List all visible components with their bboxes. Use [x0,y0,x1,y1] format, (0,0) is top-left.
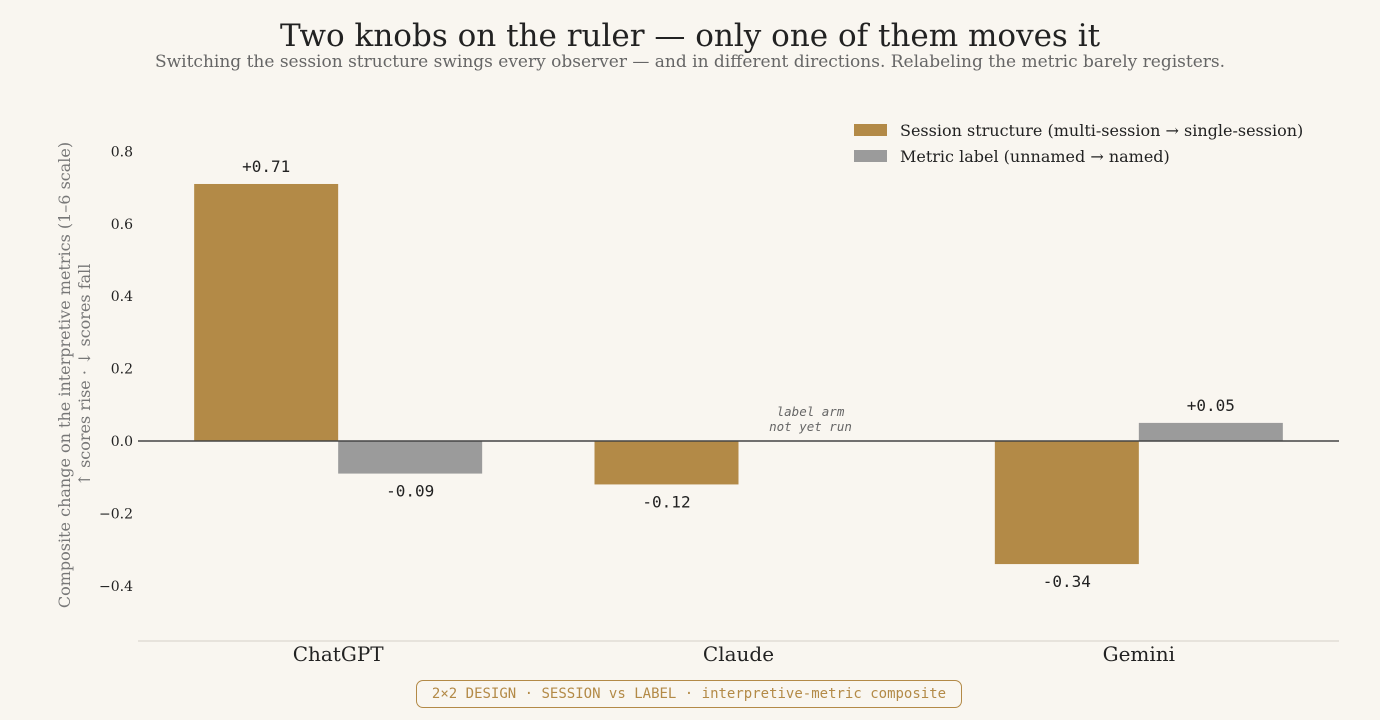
bar-chatgpt-session [194,183,339,442]
y-tick-label: 0.2 [111,362,133,378]
bar-gemini-label [1138,422,1283,441]
chart-title: Two knobs on the ruler — only one of the… [279,18,1101,54]
bar-chatgpt-label [338,441,483,474]
y-tick-label: 0.4 [111,289,133,305]
x-tick-label: Gemini [1103,642,1175,666]
legend-label: Session structure (multi-session → singl… [900,121,1303,140]
chart-subtitle: Switching the session structure swings e… [154,52,1226,72]
y-tick-label: 0.8 [111,144,133,160]
legend-label: Metric label (unnamed → named) [900,147,1170,166]
y-axis-label: Composite change on the interpretive met… [55,142,74,608]
annotation-text: not yet run [769,419,852,434]
legend-swatch [854,150,887,162]
data-label: -0.12 [642,492,690,511]
y-tick-label: 0.6 [111,217,133,233]
x-tick-label: Claude [703,642,774,666]
y-tick-label: −0.4 [99,579,133,595]
bar-claude-session [594,441,739,485]
bar-gemini-session [994,441,1139,565]
data-label: +0.05 [1187,396,1235,415]
data-label: -0.34 [1043,572,1091,591]
y-tick-label: −0.2 [99,506,133,522]
y-tick-label: 0.0 [111,434,133,450]
design-badge: 2×2 DESIGN · SESSION vs LABEL · interpre… [416,680,962,708]
data-label: -0.09 [386,482,434,501]
data-label: +0.71 [242,157,290,176]
y-axis-sublabel: ↑ scores rise · ↓ scores fall [75,264,94,487]
annotation-text: label arm [777,404,845,419]
x-tick-label: ChatGPT [293,642,385,666]
legend-swatch [854,124,887,136]
